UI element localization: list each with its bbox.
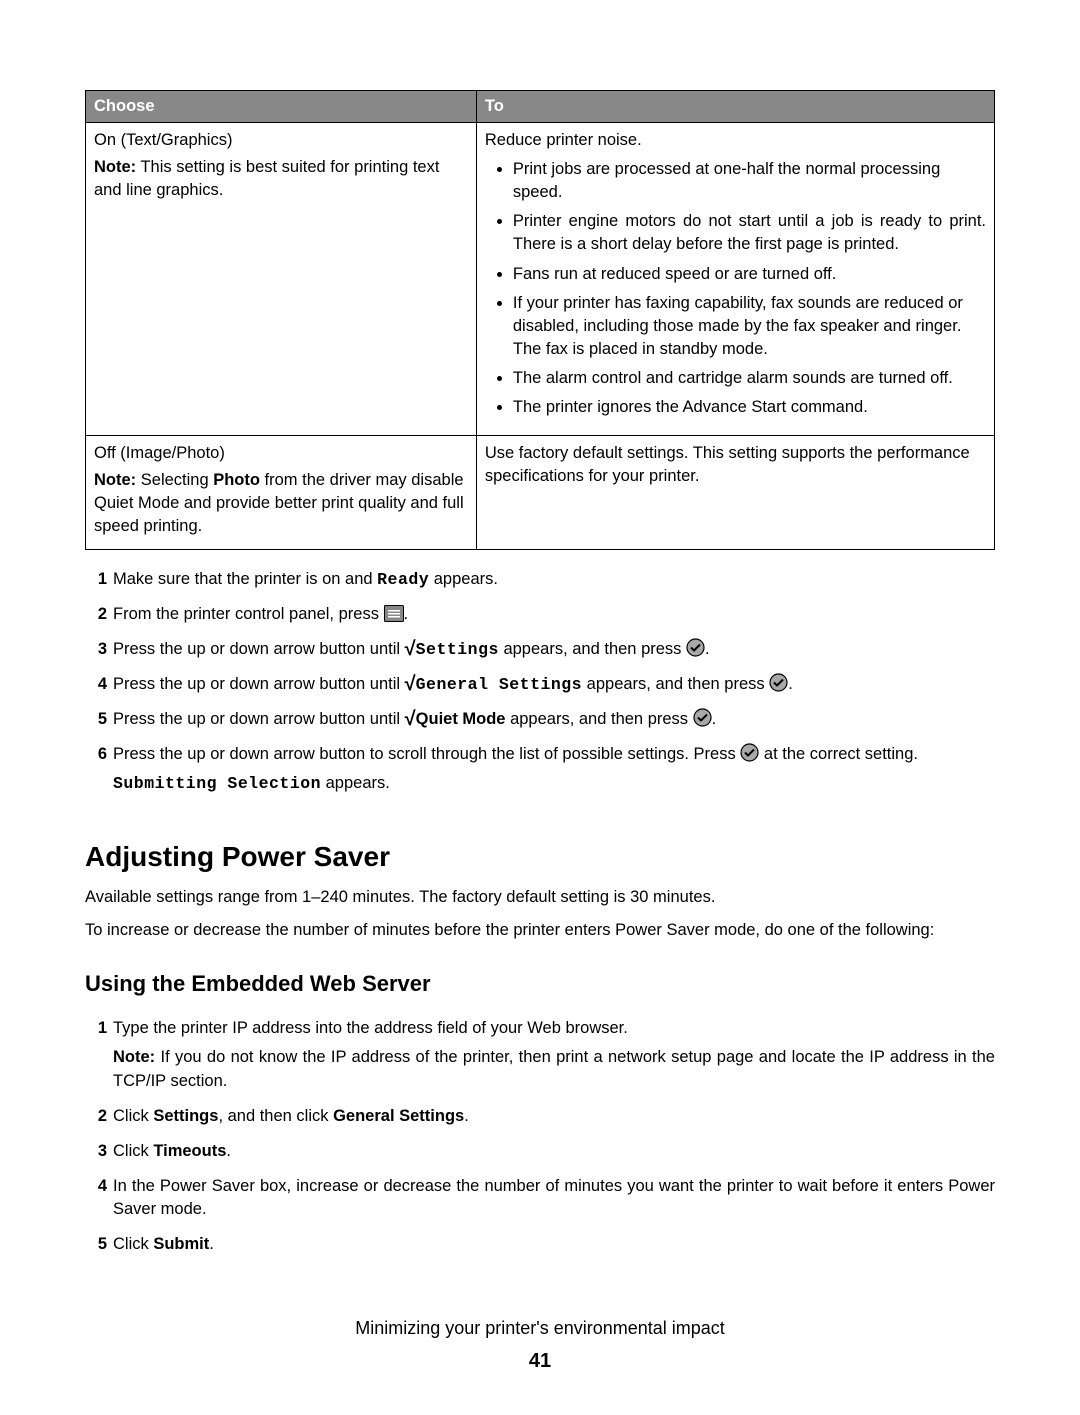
checkmark-prefix-icon: √ [405,673,416,695]
note-label: Note: [94,158,136,176]
list-item: Printer engine motors do not start until… [513,210,986,256]
step-number: 4 [85,1175,107,1198]
cell-note: Note: Selecting Photo from the driver ma… [94,469,468,538]
table-row: On (Text/Graphics) Note: This setting is… [86,123,995,436]
ok-button-icon [740,743,759,762]
ok-button-icon [769,673,788,692]
step: 2 Click Settings, and then click General… [85,1105,995,1128]
step-body: Press the up or down arrow button until … [113,638,995,661]
step-number: 1 [85,568,107,591]
procedure-steps-1: 1 Make sure that the printer is on and R… [85,568,995,796]
checkmark-prefix-icon: √ [405,638,416,660]
step: 3 Click Timeouts. [85,1140,995,1163]
step: 4 In the Power Saver box, increase or de… [85,1175,995,1221]
list-item: Fans run at reduced speed or are turned … [513,263,986,286]
subsection-title: Using the Embedded Web Server [85,969,995,1000]
step-number: 3 [85,1140,107,1163]
step-body: Press the up or down arrow button to scr… [113,743,995,795]
step-number: 1 [85,1017,107,1040]
step: 1 Type the printer IP address into the a… [85,1017,995,1092]
step-number: 2 [85,603,107,626]
cell-note: Note: This setting is best suited for pr… [94,156,468,202]
step-number: 4 [85,673,107,696]
ok-button-icon [693,708,712,727]
step-number: 5 [85,708,107,731]
step-body: From the printer control panel, press . [113,603,995,626]
step-body: In the Power Saver box, increase or decr… [113,1175,995,1221]
step: 5 Click Submit. [85,1233,995,1256]
step-body: Press the up or down arrow button until … [113,708,995,731]
procedure-steps-2: 1 Type the printer IP address into the a… [85,1017,995,1256]
step: 4 Press the up or down arrow button unti… [85,673,995,696]
menu-button-icon [384,605,404,622]
ok-button-icon [686,638,705,657]
list-item: Print jobs are processed at one-half the… [513,158,986,204]
table-header-to: To [476,91,994,123]
step-number: 5 [85,1233,107,1256]
table-header-choose: Choose [86,91,477,123]
note-label: Note: [94,471,136,489]
footer-text: Minimizing your printer's environmental … [85,1316,995,1341]
list-item: If your printer has faxing capability, f… [513,292,986,361]
step-number: 3 [85,638,107,661]
paragraph: To increase or decrease the number of mi… [85,919,995,942]
page-number: 41 [85,1347,995,1375]
step-body: Click Submit. [113,1233,995,1256]
step-body: Click Timeouts. [113,1140,995,1163]
step: 6 Press the up or down arrow button to s… [85,743,995,795]
cell-text: Use factory default settings. This setti… [476,436,994,549]
bullet-list: Print jobs are processed at one-half the… [485,158,986,419]
step-body: Type the printer IP address into the add… [113,1017,995,1092]
table-row: Off (Image/Photo) Note: Selecting Photo … [86,436,995,549]
step-body: Click Settings, and then click General S… [113,1105,995,1128]
quiet-mode-table: Choose To On (Text/Graphics) Note: This … [85,90,995,550]
cell-lead: Off (Image/Photo) [94,442,468,465]
section-title: Adjusting Power Saver [85,837,995,876]
step: 2 From the printer control panel, press … [85,603,995,626]
step-number: 6 [85,743,107,766]
step: 5 Press the up or down arrow button unti… [85,708,995,731]
step-body: Make sure that the printer is on and Rea… [113,568,995,591]
paragraph: Available settings range from 1–240 minu… [85,886,995,909]
list-item: The alarm control and cartridge alarm so… [513,367,986,390]
cell-lead: Reduce printer noise. [485,129,986,152]
document-page: Choose To On (Text/Graphics) Note: This … [0,0,1080,1415]
step: 3 Press the up or down arrow button unti… [85,638,995,661]
checkmark-prefix-icon: √ [405,708,416,730]
step-body: Press the up or down arrow button until … [113,673,995,696]
step-number: 2 [85,1105,107,1128]
cell-lead: On (Text/Graphics) [94,129,468,152]
list-item: The printer ignores the Advance Start co… [513,396,986,419]
step: 1 Make sure that the printer is on and R… [85,568,995,591]
